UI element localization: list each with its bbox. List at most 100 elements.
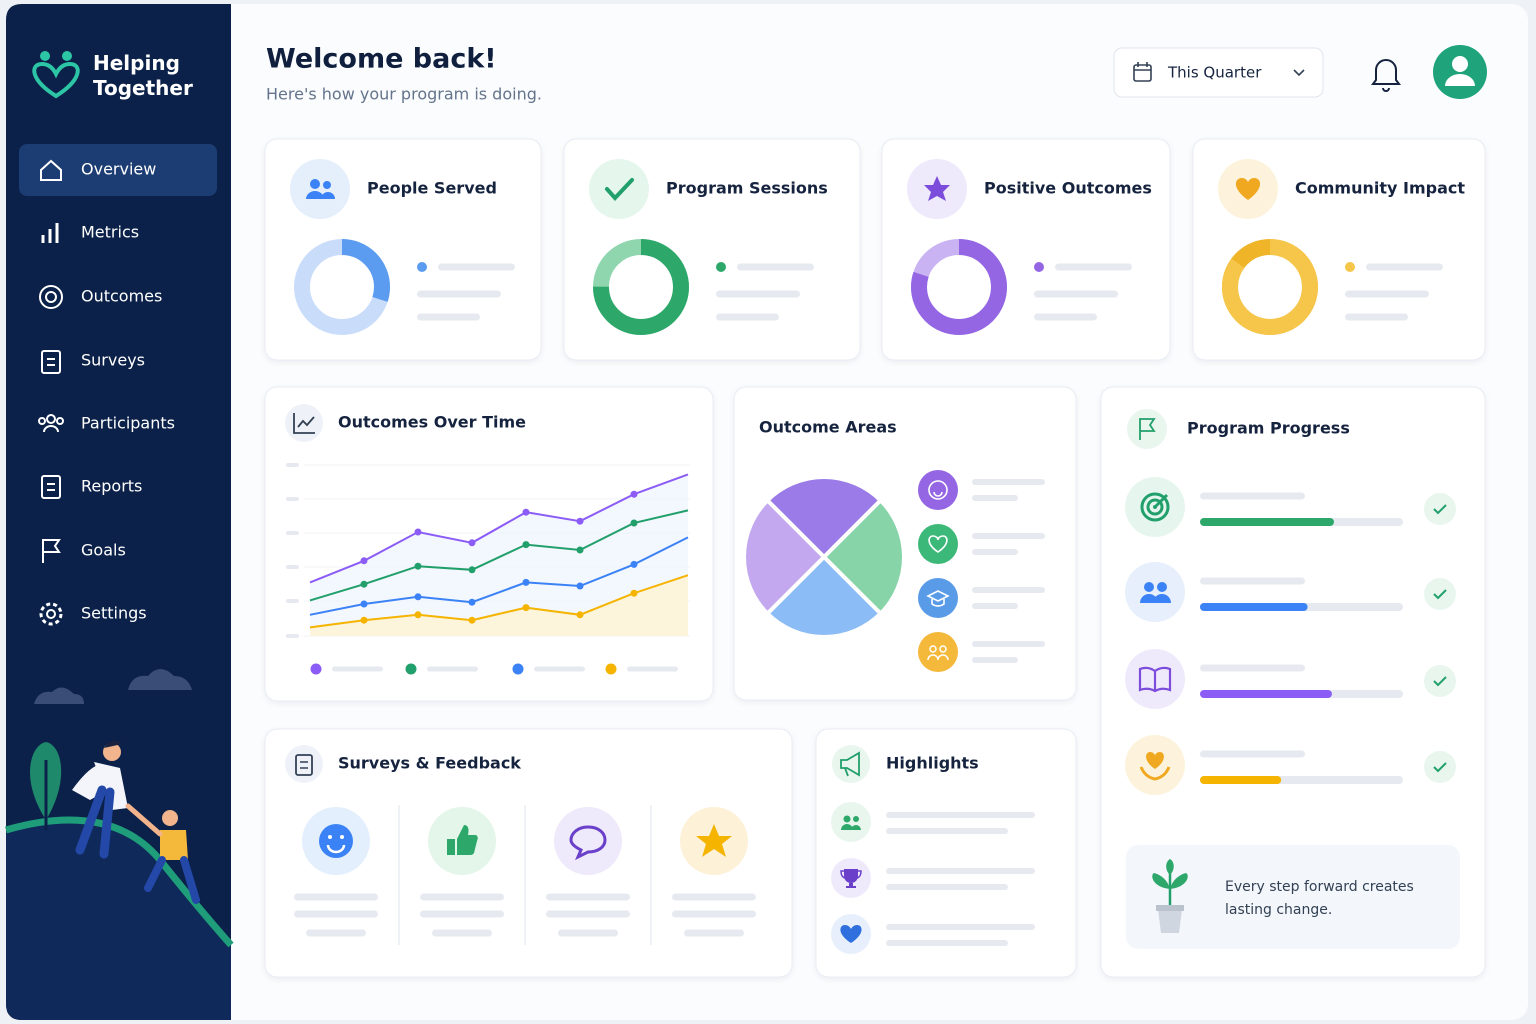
- chevron: [1293, 69, 1305, 77]
- nav-item[interactable]: Reports: [41, 475, 142, 499]
- icon-background: [290, 159, 350, 219]
- donut-value: [1222, 239, 1318, 335]
- icon-shape: [293, 413, 315, 434]
- avatar[interactable]: [1433, 45, 1487, 99]
- flag-icon: [1127, 409, 1167, 449]
- icon-background: [589, 159, 649, 219]
- line-point: [630, 560, 638, 568]
- icon-background: [831, 802, 871, 842]
- icon-glyph: [840, 869, 862, 888]
- icon-shape: [840, 925, 862, 943]
- progress-icon: [1125, 562, 1185, 622]
- band-area: [310, 474, 688, 628]
- icon-background: [1127, 409, 1167, 449]
- icon-shape: [46, 609, 56, 619]
- icon-shape: [1158, 909, 1182, 933]
- placeholder-line: [432, 929, 492, 937]
- card-title: Highlights: [886, 754, 979, 773]
- nav-label[interactable]: Participants: [81, 414, 175, 433]
- icon-glyph: [928, 535, 948, 553]
- brand-name: Helping Together: [93, 51, 193, 100]
- page-title: Welcome back!: [266, 44, 497, 75]
- legend-dot: [310, 663, 322, 675]
- line-point: [522, 508, 530, 516]
- icon-glyph: [1139, 418, 1156, 440]
- line-point: [468, 539, 476, 547]
- nav-icon: [41, 475, 61, 499]
- icon-shape: [1140, 594, 1171, 603]
- icon-shape: [1153, 493, 1169, 509]
- progress-bar: [1200, 603, 1308, 611]
- icon-shape: [929, 645, 937, 653]
- icon-shape: [927, 654, 949, 661]
- stat-title: Community Impact: [1295, 179, 1465, 198]
- nav-active-background[interactable]: [19, 144, 217, 196]
- placeholder-line: [534, 666, 585, 672]
- nav-item[interactable]: Outcomes: [39, 285, 162, 309]
- icon-shape: [569, 825, 607, 861]
- icon-shape: [939, 645, 947, 653]
- placeholder-line: [438, 263, 515, 271]
- nav-label[interactable]: Metrics: [81, 223, 139, 242]
- line-point: [468, 598, 476, 606]
- icon-shape: [605, 178, 634, 201]
- icon-shape: [38, 417, 46, 425]
- notifications-button[interactable]: [1371, 59, 1401, 92]
- icon-shape: [310, 179, 320, 189]
- placeholder-line: [972, 641, 1045, 647]
- icon-shape: [928, 480, 948, 500]
- icon-shape: [323, 181, 331, 189]
- nav-label[interactable]: Outcomes: [81, 287, 162, 306]
- nav-item[interactable]: Participants: [38, 414, 175, 433]
- nav-label[interactable]: Surveys: [81, 351, 145, 370]
- placeholder-line: [886, 828, 1008, 834]
- card: [815, 728, 1077, 978]
- nav-label[interactable]: Settings: [81, 604, 147, 623]
- placeholder-line: [716, 313, 779, 321]
- area: [310, 575, 688, 636]
- stat-icon: [1218, 159, 1278, 219]
- nav-label[interactable]: Reports: [81, 477, 142, 496]
- nav-item[interactable]: Settings: [39, 602, 147, 626]
- icon-shape: [1139, 766, 1171, 781]
- legend-dot: [716, 262, 726, 272]
- line-point: [522, 604, 530, 612]
- logo: [32, 51, 80, 99]
- line-point: [630, 490, 638, 498]
- nav-item[interactable]: Goals: [42, 539, 126, 563]
- icon-shape: [924, 176, 950, 201]
- line-point: [468, 616, 476, 624]
- placeholder-line: [684, 929, 744, 937]
- icon-shape: [843, 815, 851, 823]
- line-point: [360, 557, 368, 565]
- icon-glyph: [1433, 589, 1447, 600]
- placeholder-line: [546, 910, 630, 918]
- icon-shape: [1433, 589, 1447, 600]
- legend-dot: [605, 663, 617, 675]
- line-point: [576, 611, 584, 619]
- icon-glyph: [841, 815, 861, 830]
- chart-icon: [285, 404, 323, 442]
- progress-bar: [1200, 776, 1282, 784]
- calendar-icon: [1133, 62, 1152, 82]
- icon-background: [1424, 493, 1456, 525]
- icon-glyph: [927, 645, 949, 661]
- check-icon: [1424, 493, 1456, 525]
- nav-item[interactable]: Overview: [19, 144, 217, 196]
- placeholder-line: [286, 463, 299, 467]
- nav-label[interactable]: Goals: [81, 541, 126, 560]
- highlight-icon: [831, 858, 871, 898]
- icon-glyph: [319, 824, 353, 858]
- nav-label[interactable]: Overview: [81, 160, 156, 179]
- placeholder-line: [886, 884, 1008, 890]
- period-dropdown[interactable]: This Quarter: [1113, 47, 1324, 98]
- nav-icon: [40, 159, 62, 181]
- placeholder-line: [546, 893, 630, 901]
- pie-slice: [821, 497, 906, 617]
- progress-icon: [1125, 735, 1185, 795]
- dropdown-box[interactable]: [1113, 47, 1324, 98]
- nav-item[interactable]: Surveys: [41, 350, 145, 374]
- icon-glyph: [1138, 666, 1172, 693]
- dropdown-label[interactable]: This Quarter: [1167, 64, 1262, 82]
- nav-item[interactable]: Metrics: [41, 223, 139, 244]
